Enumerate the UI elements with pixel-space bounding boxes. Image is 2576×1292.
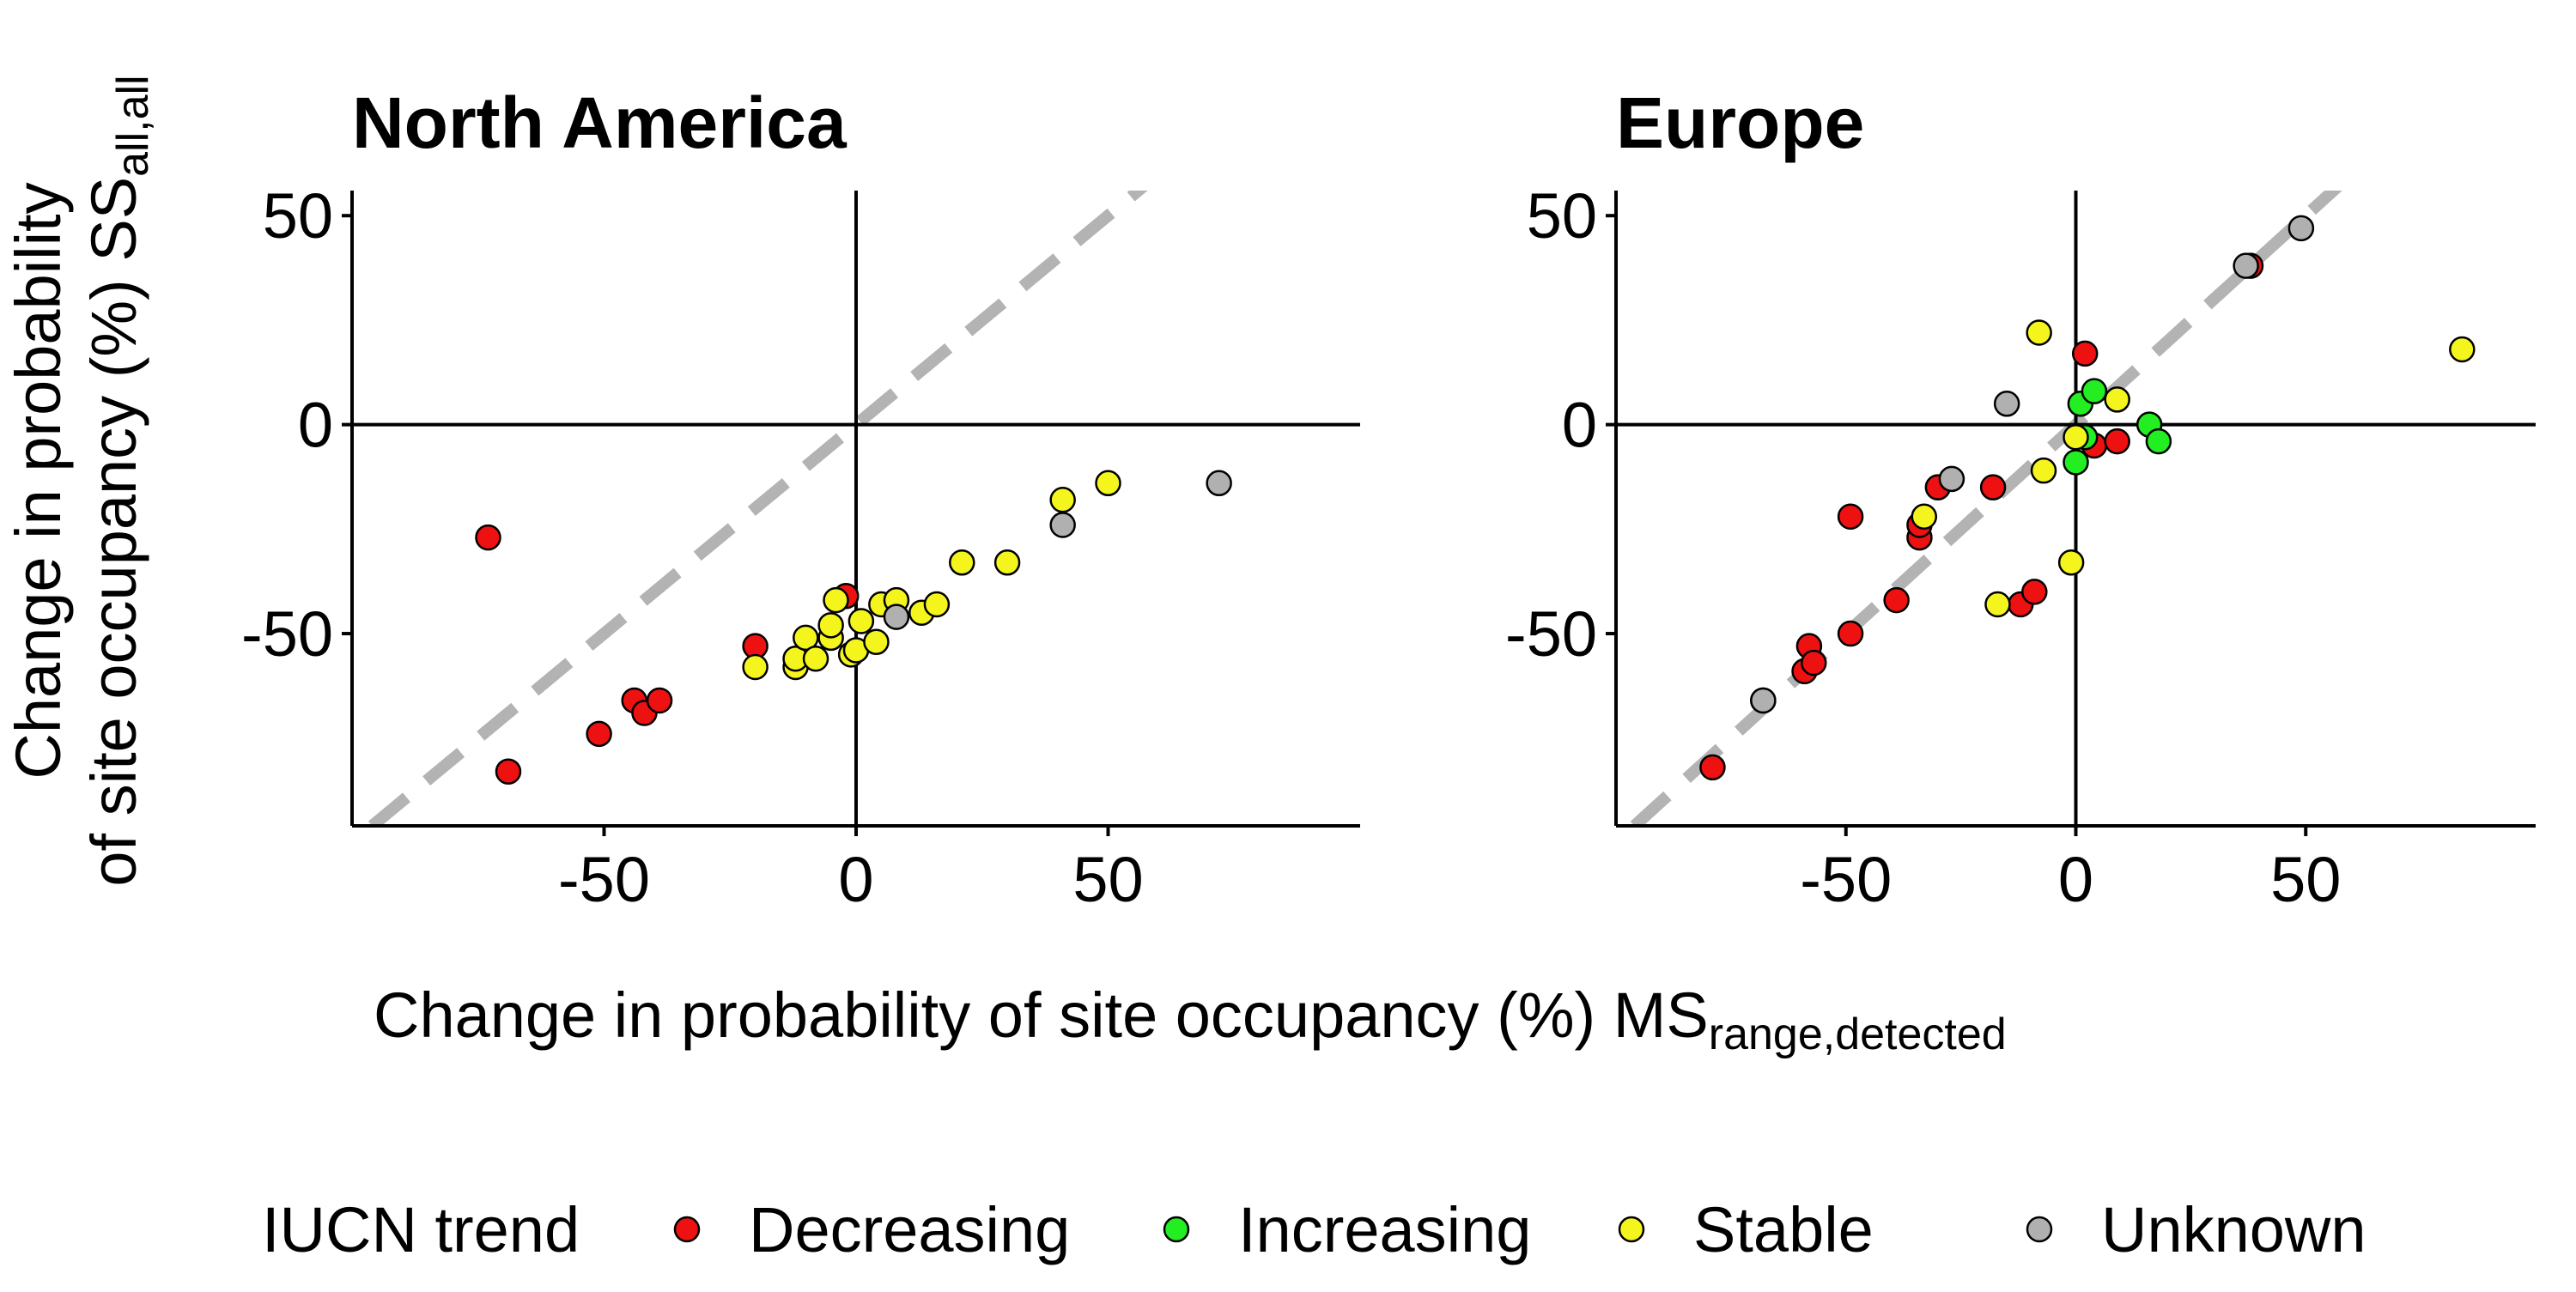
x-tick-label: 50	[1072, 844, 1143, 915]
data-point	[1049, 487, 1076, 513]
data-point	[2071, 340, 2099, 367]
x-axis-title: Change in probability of site occupancy …	[374, 980, 2007, 1059]
legend-label-stable: Stable	[1693, 1194, 1874, 1265]
series-unknown	[1750, 215, 2315, 714]
data-point	[2104, 428, 2130, 455]
panel-title: North America	[352, 82, 848, 163]
x-axis-title-main: Change in probability of site occupancy …	[374, 980, 1709, 1051]
x-tick-label: 0	[838, 844, 873, 915]
legend-label-decreasing: Decreasing	[749, 1194, 1070, 1265]
x-axis-title-subscript: range,detected	[1709, 1010, 2007, 1059]
data-point	[949, 549, 975, 576]
data-point	[2021, 579, 2048, 605]
data-point	[1095, 470, 1121, 497]
series-stable	[1911, 319, 2476, 618]
x-tick-label: -50	[558, 844, 650, 915]
y-tick-label: 0	[1562, 390, 1597, 461]
data-point	[495, 758, 522, 785]
panel-north-america: North America -50 0 50 -50 0 50	[241, 82, 1360, 915]
data-point	[1837, 620, 1864, 647]
data-point	[646, 687, 673, 714]
legend-key-stable	[1618, 1216, 1645, 1243]
series-stable	[742, 470, 1121, 681]
y-tick-label: 50	[1527, 180, 1597, 252]
identity-line	[368, 191, 1148, 826]
y-tick-label: -50	[1505, 598, 1597, 670]
data-point	[2145, 428, 2172, 455]
data-point	[1206, 470, 1232, 497]
data-point	[1699, 754, 1726, 781]
data-point	[742, 653, 769, 681]
panel-europe: Europe -50 0 50 -50 0 50	[1505, 82, 2536, 915]
data-point	[2449, 336, 2476, 363]
y-axis-title: Change in probability of site occupancy …	[3, 75, 158, 886]
legend-label-increasing: Increasing	[1238, 1194, 1531, 1265]
series-unknown	[883, 470, 1232, 630]
data-point	[2287, 215, 2315, 242]
data-point	[2057, 549, 2085, 576]
data-point	[802, 646, 829, 672]
legend-label-unknown: Unknown	[2101, 1194, 2366, 1265]
y-tick-label: 0	[298, 390, 333, 461]
legend-key-unknown	[2026, 1216, 2053, 1243]
legend: IUCN trend Decreasing Increasing Stable Unk…	[262, 1194, 2366, 1265]
data-point	[1883, 586, 1910, 614]
data-point	[993, 549, 1021, 576]
data-point	[817, 612, 844, 639]
data-point	[586, 720, 612, 748]
data-point	[1049, 512, 1076, 538]
data-point	[1993, 391, 2020, 417]
data-point	[1979, 474, 2007, 500]
y-tick-label: -50	[241, 598, 333, 670]
legend-key-increasing	[1163, 1216, 1190, 1243]
data-point	[2063, 449, 2089, 476]
data-point	[1801, 649, 1827, 676]
data-point	[475, 524, 501, 551]
data-point	[2030, 457, 2057, 484]
y-axis-title-main: of site occupancy (%) SS	[78, 177, 149, 887]
x-tick-label: 0	[2058, 844, 2093, 915]
data-point	[2081, 378, 2108, 404]
x-tick-label: 50	[2270, 844, 2341, 915]
data-point	[2063, 423, 2089, 451]
x-tick-label: -50	[1800, 844, 1892, 915]
data-point	[1911, 503, 1938, 530]
data-point	[863, 628, 890, 656]
data-point	[848, 608, 875, 634]
series-decreasing	[475, 524, 860, 785]
data-point	[923, 591, 951, 618]
data-point	[1750, 687, 1777, 714]
data-point	[883, 604, 910, 630]
data-point	[2026, 319, 2052, 346]
data-point	[823, 586, 849, 614]
data-point	[793, 624, 819, 652]
data-point	[1837, 503, 1864, 530]
y-axis-title-line1: Change in probability	[3, 182, 74, 779]
panel-title: Europe	[1616, 82, 1864, 163]
legend-title: IUCN trend	[262, 1194, 580, 1265]
data-point	[2233, 252, 2259, 279]
data-point	[1938, 465, 1965, 493]
legend-key-decreasing	[673, 1216, 701, 1243]
data-point	[2104, 386, 2130, 413]
y-tick-label: 50	[263, 180, 333, 252]
y-axis-title-line2: of site occupancy (%) SSall,all	[78, 75, 158, 886]
data-point	[1984, 591, 2011, 618]
y-axis-title-subscript: all,all	[108, 75, 158, 177]
